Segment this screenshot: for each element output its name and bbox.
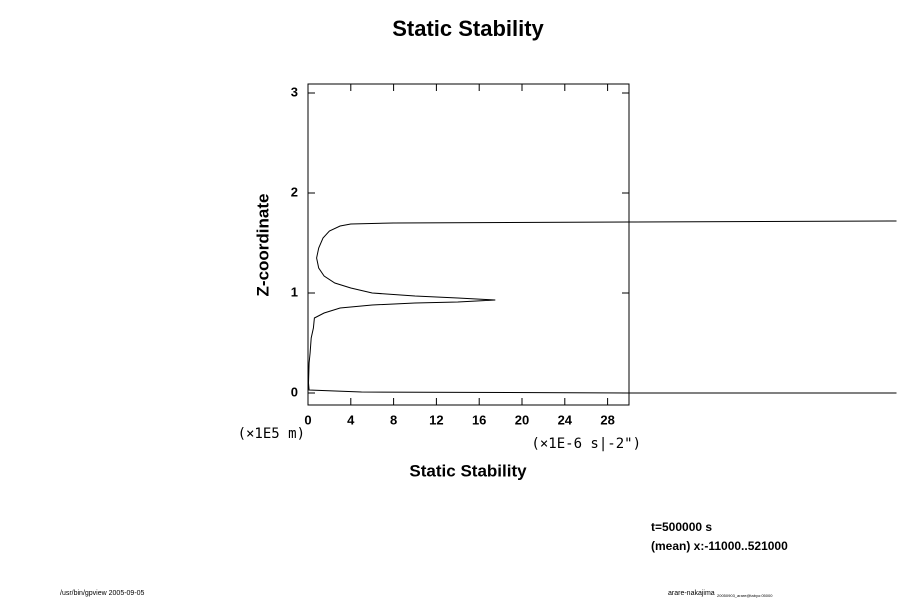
profile-line [307, 220, 897, 394]
plot-frame [307, 83, 630, 406]
x-tick-label: 24 [558, 412, 573, 427]
y-tick-label: 2 [291, 184, 298, 199]
x-tick-label: 12 [429, 412, 443, 427]
y-tick-label: 3 [291, 84, 298, 99]
footer: arare-nakajima [668, 590, 715, 597]
x-tick-label: 0 [304, 412, 311, 427]
y-unit: (×1E5 m) [238, 426, 305, 442]
y-tick-label: 1 [291, 284, 298, 299]
x-axis-label: Static Stability [409, 461, 527, 480]
chart-title: Static Stability [392, 16, 544, 41]
y-axis-label: Z-coordinate [253, 194, 272, 297]
x-tick-label: 20 [515, 412, 529, 427]
x-tick-label: 16 [472, 412, 486, 427]
x-tick-label: 8 [390, 412, 397, 427]
footer: /usr/bin/gpview 2005-09-05 [60, 590, 145, 597]
x-tick-label: 4 [347, 412, 355, 427]
annotation: t=500000 s [651, 520, 712, 534]
y-tick-label: 0 [291, 384, 298, 399]
footer-small: 20050903_arare@tabyo:05000 [717, 593, 773, 598]
x-unit: (×1E-6 s|-2") [531, 436, 641, 452]
x-tick-label: 28 [600, 412, 614, 427]
annotation: (mean) x:-11000..521000 [651, 539, 788, 553]
